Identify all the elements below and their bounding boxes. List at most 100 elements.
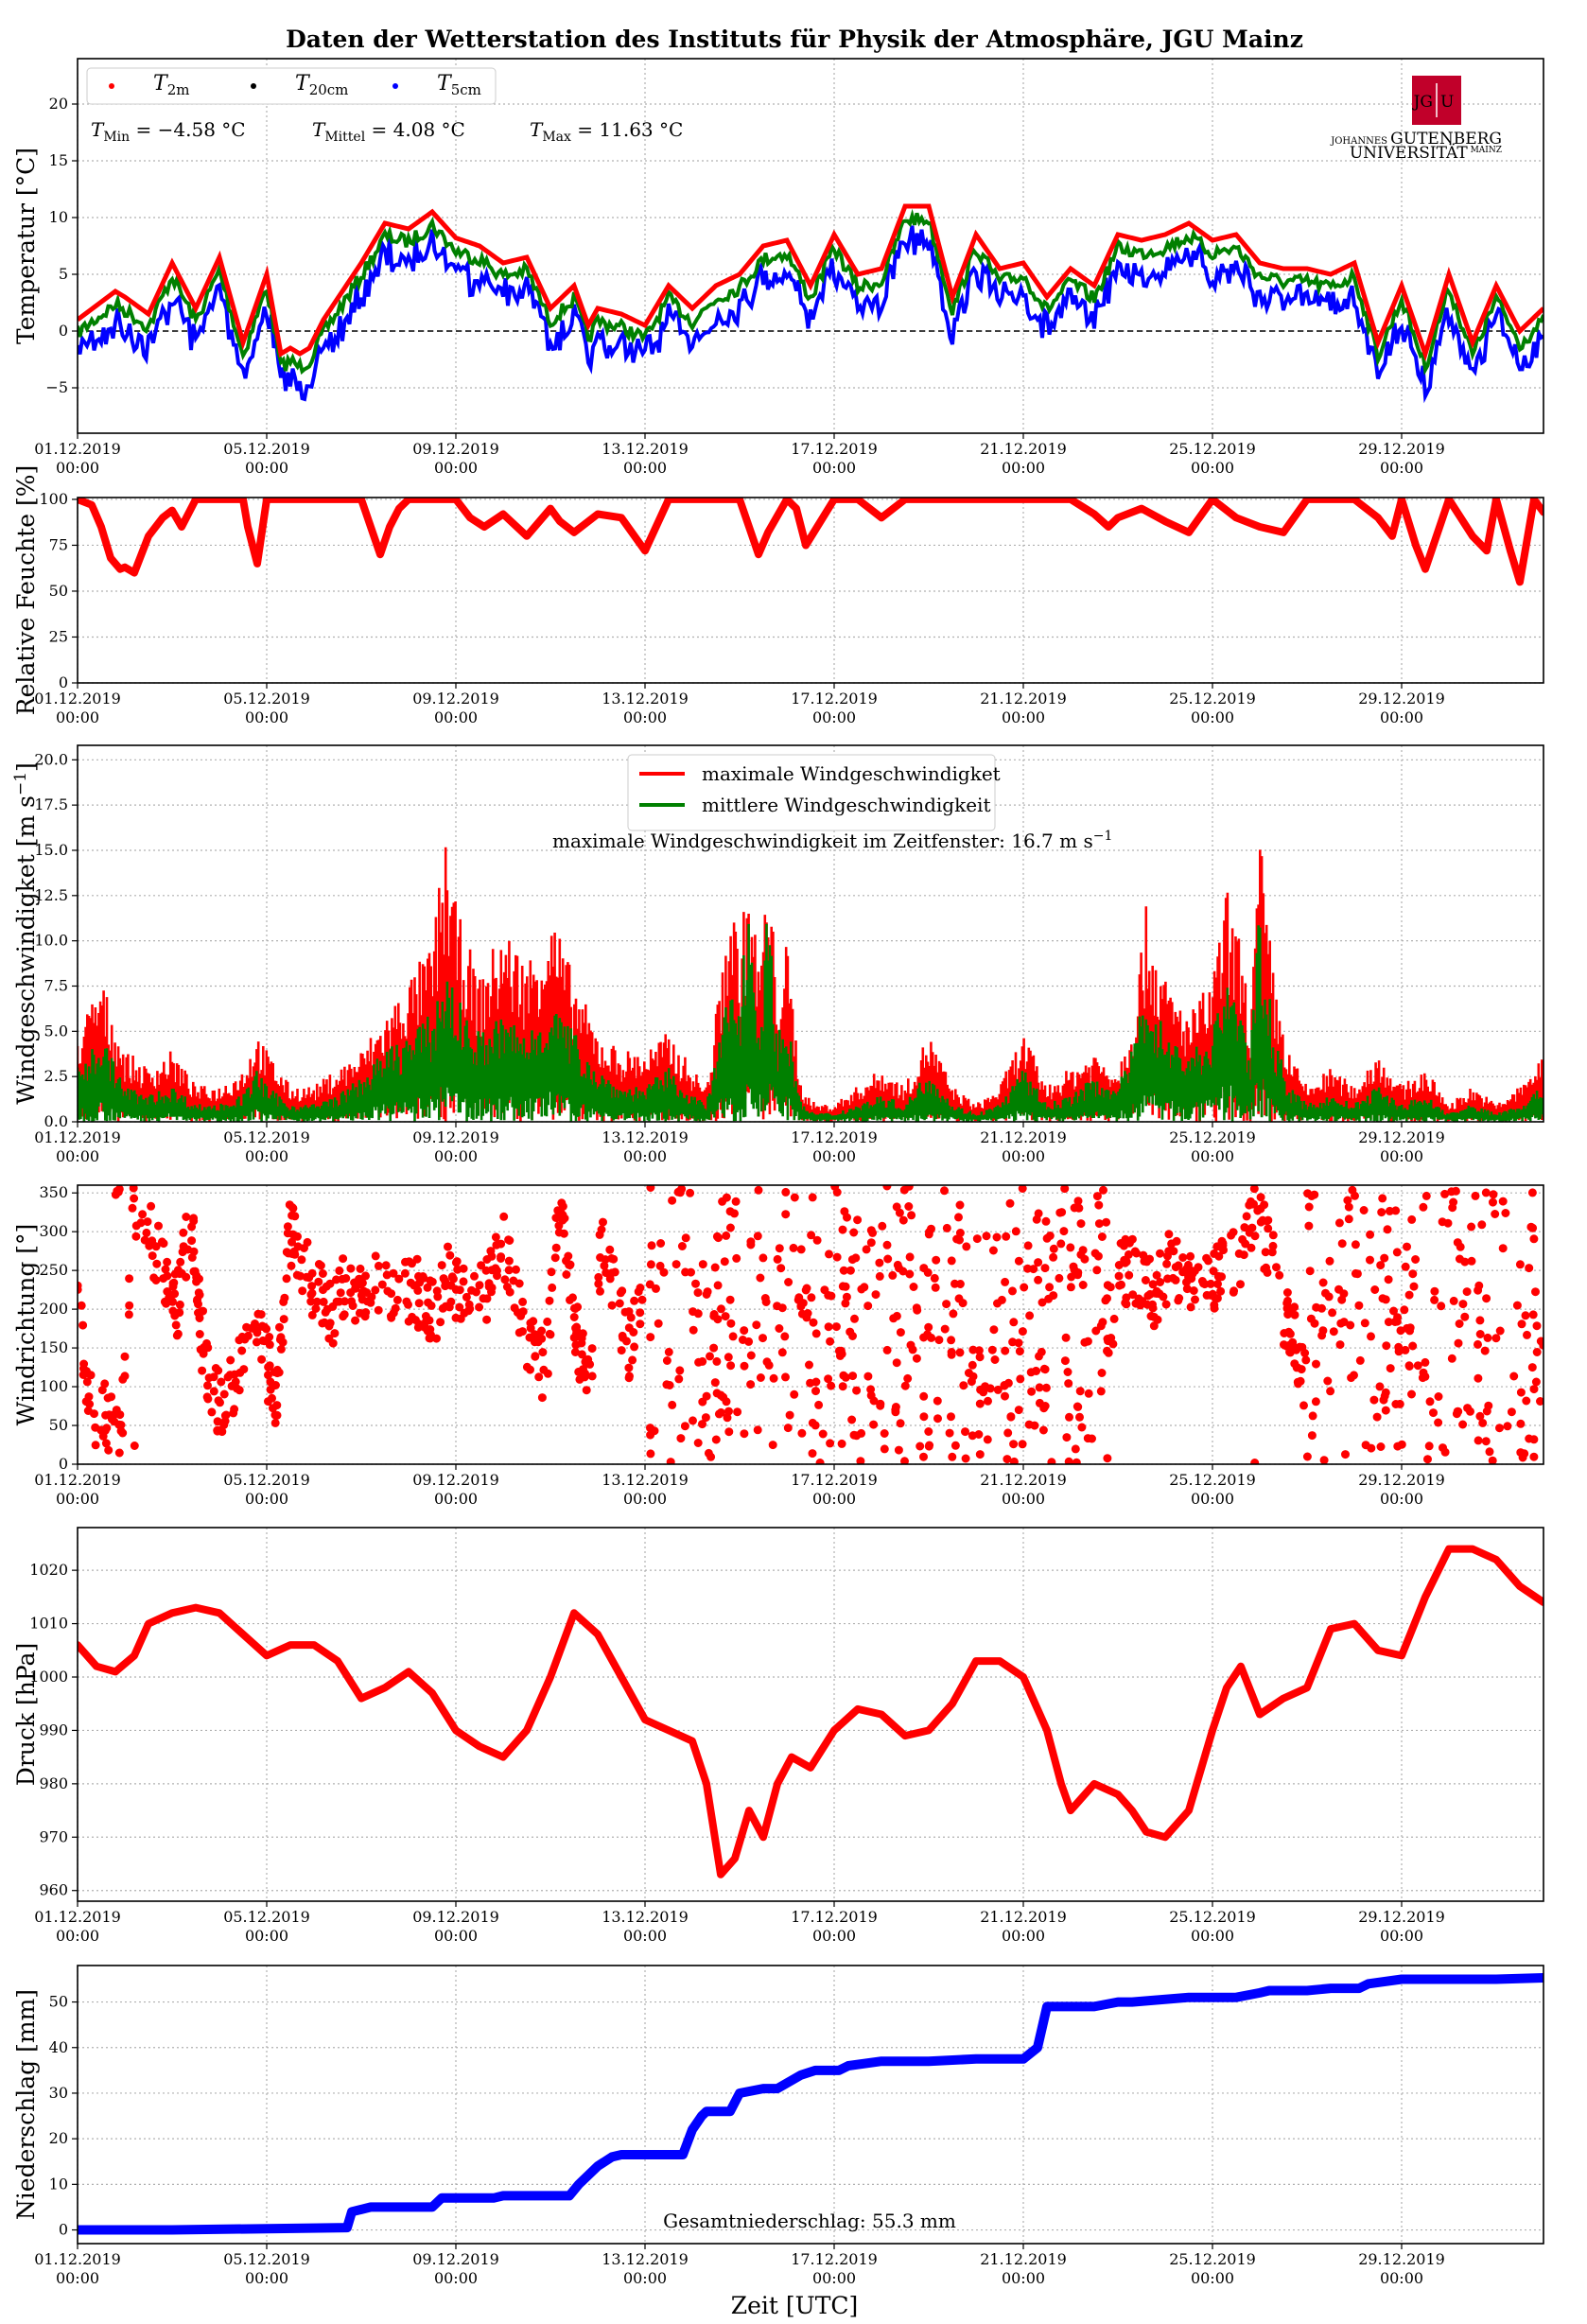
x-tick-label: 13.12.2019 bbox=[602, 1128, 689, 1146]
x-tick-label: 17.12.2019 bbox=[791, 1471, 878, 1489]
x-tick-label: 01.12.2019 bbox=[34, 1908, 121, 1926]
x-tick-label: 05.12.2019 bbox=[223, 440, 310, 458]
x-tick-label: 17.12.2019 bbox=[791, 2250, 878, 2268]
x-tick-label: 05.12.2019 bbox=[223, 690, 310, 708]
y-tick-label: 15 bbox=[49, 151, 68, 169]
y-tick-label: 0 bbox=[59, 1455, 68, 1473]
panel-temperature: −50510152001.12.201900:0005.12.201900:00… bbox=[12, 58, 1544, 477]
series-line-t5cm bbox=[78, 225, 1543, 404]
x-tick-label: 00:00 bbox=[245, 2269, 288, 2287]
y-tick-label: 980 bbox=[39, 1774, 68, 1792]
y-tick-label: 25 bbox=[49, 627, 68, 645]
x-axis-label: Zeit [UTC] bbox=[731, 2292, 859, 2319]
x-tick-label: 00:00 bbox=[1002, 459, 1045, 477]
x-tick-label: 17.12.2019 bbox=[791, 1908, 878, 1926]
series-bars-mean bbox=[78, 923, 1543, 1122]
x-tick-label: 00:00 bbox=[812, 1147, 856, 1165]
y-axis-label: Temperatur [°C] bbox=[12, 148, 40, 344]
y-tick-label: 300 bbox=[39, 1222, 68, 1240]
x-tick-label: 00:00 bbox=[56, 2269, 99, 2287]
x-tick-label: 01.12.2019 bbox=[34, 690, 121, 708]
logo-line2: UNIVERSITÄT MAINZ bbox=[1350, 143, 1502, 163]
x-tick-label: 00:00 bbox=[434, 2269, 478, 2287]
panel-humidity: 025507510001.12.201900:0005.12.201900:00… bbox=[12, 465, 1544, 726]
x-tick-label: 29.12.2019 bbox=[1358, 1908, 1445, 1926]
humidity-plot-area bbox=[78, 498, 1543, 586]
x-tick-label: 17.12.2019 bbox=[791, 440, 878, 458]
x-tick-label: 25.12.2019 bbox=[1169, 1908, 1256, 1926]
x-tick-label: 00:00 bbox=[1191, 1490, 1234, 1508]
x-tick-label: 00:00 bbox=[56, 1490, 99, 1508]
x-tick-label: 01.12.2019 bbox=[34, 440, 121, 458]
y-tick-label: 20 bbox=[49, 2129, 68, 2147]
wind_speed-plot-area bbox=[78, 847, 1543, 1122]
logo-line1: JOHANNES GUTENBERG bbox=[1330, 130, 1502, 149]
max-wind-annotation: maximale Windgeschwindigkeit im Zeitfens… bbox=[552, 829, 1112, 852]
legend-label-0: maximale Windgeschwindigket bbox=[702, 762, 1001, 785]
x-tick-label: 05.12.2019 bbox=[223, 1908, 310, 1926]
axes-frame bbox=[77, 58, 1544, 434]
x-tick-label: 05.12.2019 bbox=[223, 1471, 310, 1489]
x-tick-label: 13.12.2019 bbox=[602, 1908, 689, 1926]
x-tick-label: 09.12.2019 bbox=[412, 1128, 499, 1146]
y-axis-label: Windrichtung [°] bbox=[12, 1224, 40, 1426]
x-tick-label: 00:00 bbox=[245, 1147, 288, 1165]
x-tick-label: 29.12.2019 bbox=[1358, 2250, 1445, 2268]
x-tick-label: 21.12.2019 bbox=[980, 1908, 1067, 1926]
x-tick-label: 09.12.2019 bbox=[412, 690, 499, 708]
x-tick-label: 00:00 bbox=[1002, 1927, 1045, 1945]
x-tick-label: 00:00 bbox=[245, 1490, 288, 1508]
y-tick-label: 15.0 bbox=[34, 841, 68, 859]
x-tick-label: 21.12.2019 bbox=[980, 440, 1067, 458]
axes-frame bbox=[77, 1527, 1544, 1902]
axes-frame bbox=[77, 497, 1544, 684]
x-tick-label: 00:00 bbox=[434, 1927, 478, 1945]
x-tick-label: 00:00 bbox=[1380, 459, 1423, 477]
panel-precipitation: 0102030405001.12.201900:0005.12.201900:0… bbox=[12, 1965, 1544, 2287]
x-tick-label: 00:00 bbox=[1002, 1490, 1045, 1508]
x-tick-label: 13.12.2019 bbox=[602, 690, 689, 708]
legend-frame bbox=[86, 67, 497, 105]
y-axis-label: Windgeschwindigket [m s−1] bbox=[11, 762, 40, 1105]
axes-frame bbox=[77, 1184, 1544, 1465]
x-tick-label: 00:00 bbox=[623, 1927, 667, 1945]
y-tick-label: 150 bbox=[39, 1338, 68, 1356]
x-tick-label: 00:00 bbox=[245, 459, 288, 477]
x-tick-label: 00:00 bbox=[1380, 1490, 1423, 1508]
x-tick-label: 00:00 bbox=[623, 1147, 667, 1165]
x-tick-label: 09.12.2019 bbox=[412, 1908, 499, 1926]
x-tick-label: 17.12.2019 bbox=[791, 1128, 878, 1146]
x-tick-label: 01.12.2019 bbox=[34, 2250, 121, 2268]
y-tick-label: 970 bbox=[39, 1827, 68, 1845]
x-tick-label: 00:00 bbox=[1191, 2269, 1234, 2287]
legend-marker-5cm bbox=[392, 83, 398, 89]
x-tick-label: 00:00 bbox=[623, 459, 667, 477]
x-tick-label: 00:00 bbox=[1380, 1147, 1423, 1165]
legend-label-20cm: T20cm bbox=[295, 72, 348, 98]
y-tick-label: 75 bbox=[49, 535, 68, 553]
total-precipitation-annotation: Gesamtniederschlag: 55.3 mm bbox=[663, 2210, 956, 2232]
x-tick-label: 00:00 bbox=[812, 1927, 856, 1945]
x-tick-label: 00:00 bbox=[434, 459, 478, 477]
figure-title: Daten der Wetterstation des Instituts fü… bbox=[286, 26, 1303, 53]
y-tick-label: 0 bbox=[59, 673, 68, 691]
y-tick-label: 30 bbox=[49, 2084, 68, 2102]
y-tick-label: 12.5 bbox=[34, 886, 68, 904]
x-tick-label: 00:00 bbox=[1191, 1147, 1234, 1165]
x-tick-label: 05.12.2019 bbox=[223, 1128, 310, 1146]
y-tick-label: 100 bbox=[39, 490, 68, 508]
x-tick-label: 00:00 bbox=[623, 708, 667, 726]
y-tick-label: 990 bbox=[39, 1721, 68, 1739]
precipitation-plot-area bbox=[78, 1973, 1543, 2235]
wind-legend: maximale Windgeschwindigket mittlere Wind… bbox=[627, 754, 1001, 831]
x-tick-label: 00:00 bbox=[1191, 708, 1234, 726]
y-tick-label: 1000 bbox=[29, 1668, 68, 1686]
x-tick-label: 00:00 bbox=[434, 1490, 478, 1508]
x-tick-label: 09.12.2019 bbox=[412, 2250, 499, 2268]
temperature-legend: T2m T20cm T5cm bbox=[86, 67, 497, 105]
x-tick-label: 13.12.2019 bbox=[602, 1471, 689, 1489]
x-tick-label: 29.12.2019 bbox=[1358, 1471, 1445, 1489]
x-tick-label: 21.12.2019 bbox=[980, 1471, 1067, 1489]
